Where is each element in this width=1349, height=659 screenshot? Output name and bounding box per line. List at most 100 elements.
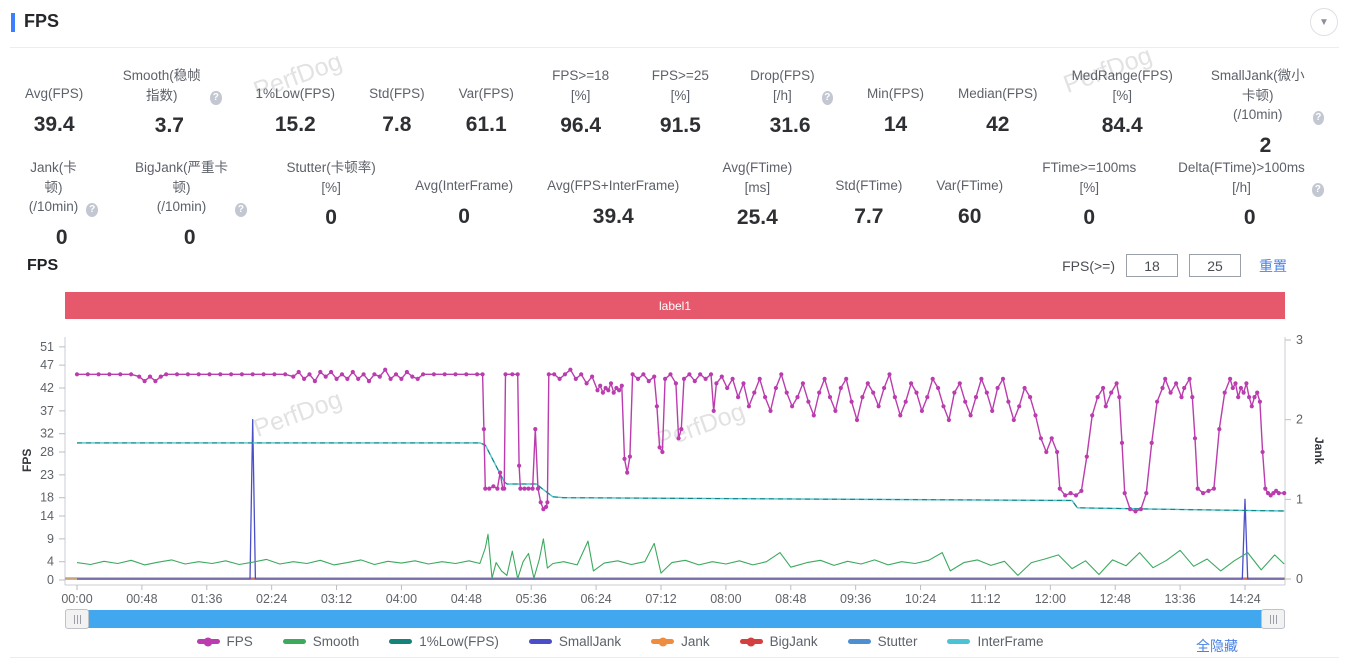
stat-value: 0 (325, 206, 337, 230)
label-banner-text: label1 (658, 298, 692, 313)
svg-text:08:48: 08:48 (775, 592, 806, 606)
chart-scrollbar[interactable] (65, 609, 1285, 629)
legend-item-jank[interactable]: Jank (651, 634, 710, 649)
stat-label: BigJank(严重卡顿) (/10min) (135, 160, 229, 215)
collapse-button[interactable]: ▼ (1310, 8, 1338, 36)
svg-text:05:36: 05:36 (516, 592, 547, 606)
stat-fps-18-%-: FPS>=18 [%] 96.4 (531, 66, 631, 158)
stat-value: 14 (883, 113, 908, 136)
series-smooth (76, 533, 1285, 580)
y-axis-right-title: Jank (1312, 437, 1326, 465)
stat-label: FPS>=25 [%] (651, 68, 709, 103)
stat-label: Median(FPS) (958, 86, 1038, 102)
stat-label: Jank(卡顿) (/10min) (28, 160, 79, 215)
fps-filter-label: FPS(>=) (1062, 257, 1115, 274)
legend-swatch (739, 637, 763, 646)
stat-ftime-100ms-%-: FTime>=100ms [%] 0 (1020, 158, 1158, 250)
stat-std-ftime-: Std(FTime) 7.7 (818, 158, 919, 250)
legend-swatch (528, 639, 552, 644)
stats-row-1: Avg(FPS) 39.4 Smooth(稳帧指数)? 3.7 1%Low(FPS) 15… (8, 66, 1341, 158)
stat-avg-fps-: Avg(FPS) 39.4 (8, 66, 100, 158)
stat-avg-interframe-: Avg(InterFrame) 0 (398, 158, 530, 250)
stat-value: 3.7 (154, 114, 184, 138)
legend-item-smooth[interactable]: Smooth (282, 634, 360, 649)
svg-text:02:24: 02:24 (256, 592, 287, 606)
help-icon[interactable]: ? (1312, 110, 1324, 125)
stat-min-fps-: Min(FPS) 14 (850, 66, 941, 158)
svg-text:42: 42 (40, 381, 54, 395)
legend-item-stutter[interactable]: Stutter (847, 634, 918, 649)
stat-label: Var(FTime) (936, 178, 1004, 194)
fps-max-input[interactable] (1189, 254, 1241, 277)
svg-text:51: 51 (40, 340, 54, 354)
stat-bigjank-10min-: BigJank(严重卡顿) (/10min)? 0 (115, 158, 264, 250)
svg-text:04:48: 04:48 (451, 592, 482, 606)
svg-text:32: 32 (40, 427, 54, 441)
stat-smalljank-10min-: SmallJank(微小卡顿) (/10min)? 2 (1190, 66, 1341, 158)
hide-all-link[interactable]: 全隐藏 (1196, 638, 1238, 654)
svg-text:11:12: 11:12 (970, 592, 1000, 606)
stat-label: SmallJank(微小卡顿) (/10min) (1210, 68, 1305, 123)
help-icon[interactable]: ? (1311, 183, 1324, 198)
svg-text:04:00: 04:00 (386, 592, 417, 606)
help-icon[interactable]: ? (210, 91, 222, 106)
stat-label: Smooth(稳帧指数) (122, 68, 201, 103)
svg-text:37: 37 (40, 404, 54, 418)
legend-label: FPS (226, 634, 253, 649)
svg-text:0: 0 (47, 573, 54, 587)
help-icon[interactable]: ? (821, 91, 834, 106)
stat-label: MedRange(FPS)[%] (1071, 68, 1173, 103)
svg-text:00:00: 00:00 (61, 592, 92, 606)
stat-stutter-%-: Stutter(卡顿率) [%] 0 (264, 158, 398, 250)
scrollbar-left-handle[interactable] (65, 609, 89, 629)
stat-value: 31.6 (769, 114, 811, 138)
legend-item-interframe[interactable]: InterFrame (947, 634, 1043, 649)
stats-row-2: Jank(卡顿) (/10min)? 0 BigJank(严重卡顿) (/10min… (8, 158, 1341, 250)
divider (10, 47, 1339, 48)
help-icon[interactable]: ? (85, 202, 99, 217)
stat-value: 7.7 (854, 205, 884, 228)
reset-link[interactable]: 重置 (1259, 257, 1287, 274)
stat-var-ftime-: Var(FTime) 60 (919, 158, 1020, 250)
chevron-down-icon: ▼ (1319, 16, 1329, 28)
legend-label: Jank (681, 634, 710, 649)
legend-item-fps[interactable]: FPS (196, 634, 253, 649)
legend-item-smalljank[interactable]: SmallJank (528, 634, 621, 649)
legend-swatch (947, 639, 971, 644)
legend-item-bigjank[interactable]: BigJank (739, 634, 818, 649)
chart-legend: FPS Smooth 1%Low(FPS) SmallJank Jank BigJank S… (65, 634, 1175, 649)
stat-medrange-fps-%-: MedRange(FPS)[%] 84.4 (1055, 66, 1190, 158)
stat-value: 25.4 (736, 206, 778, 230)
legend-label: InterFrame (977, 634, 1044, 649)
svg-text:4: 4 (47, 555, 54, 569)
stat-delta-ftime-100ms-h-: Delta(FTime)>100ms [/h]? 0 (1158, 158, 1341, 250)
svg-text:01:36: 01:36 (191, 592, 222, 606)
help-icon[interactable]: ? (234, 202, 248, 217)
stat-label: Std(FTime) (835, 178, 903, 194)
svg-text:09:36: 09:36 (840, 592, 871, 606)
divider (10, 657, 1339, 658)
legend-label: Smooth (312, 634, 360, 649)
stat-value: 0 (55, 225, 68, 249)
stat-label: Avg(FTime) [ms] (722, 160, 793, 195)
stat-label: 1%Low(FPS) (255, 86, 336, 102)
svg-text:2: 2 (1296, 413, 1303, 427)
stat-label: Avg(FPS) (25, 86, 84, 102)
stat-var-fps-: Var(FPS) 61.1 (442, 66, 531, 158)
stat-value: 39.4 (33, 113, 75, 136)
svg-text:3: 3 (1296, 333, 1303, 347)
legend-label: Stutter (877, 634, 918, 649)
series-fps (77, 369, 1285, 513)
svg-text:07:12: 07:12 (645, 592, 676, 606)
fps-min-input[interactable] (1126, 254, 1178, 277)
stat-fps-25-%-: FPS>=25 [%] 91.5 (631, 66, 731, 158)
scrollbar-right-handle[interactable] (1261, 609, 1285, 629)
stat-value: 0 (1243, 206, 1256, 230)
stat-label: Stutter(卡顿率) [%] (286, 160, 376, 195)
stat-value: 91.5 (659, 114, 701, 138)
stat-label: Avg(InterFrame) (415, 178, 514, 194)
stat-value: 42 (986, 113, 1010, 136)
legend-item-1%low-fps-[interactable]: 1%Low(FPS) (389, 634, 499, 649)
chart-plot-area[interactable] (65, 337, 1285, 585)
